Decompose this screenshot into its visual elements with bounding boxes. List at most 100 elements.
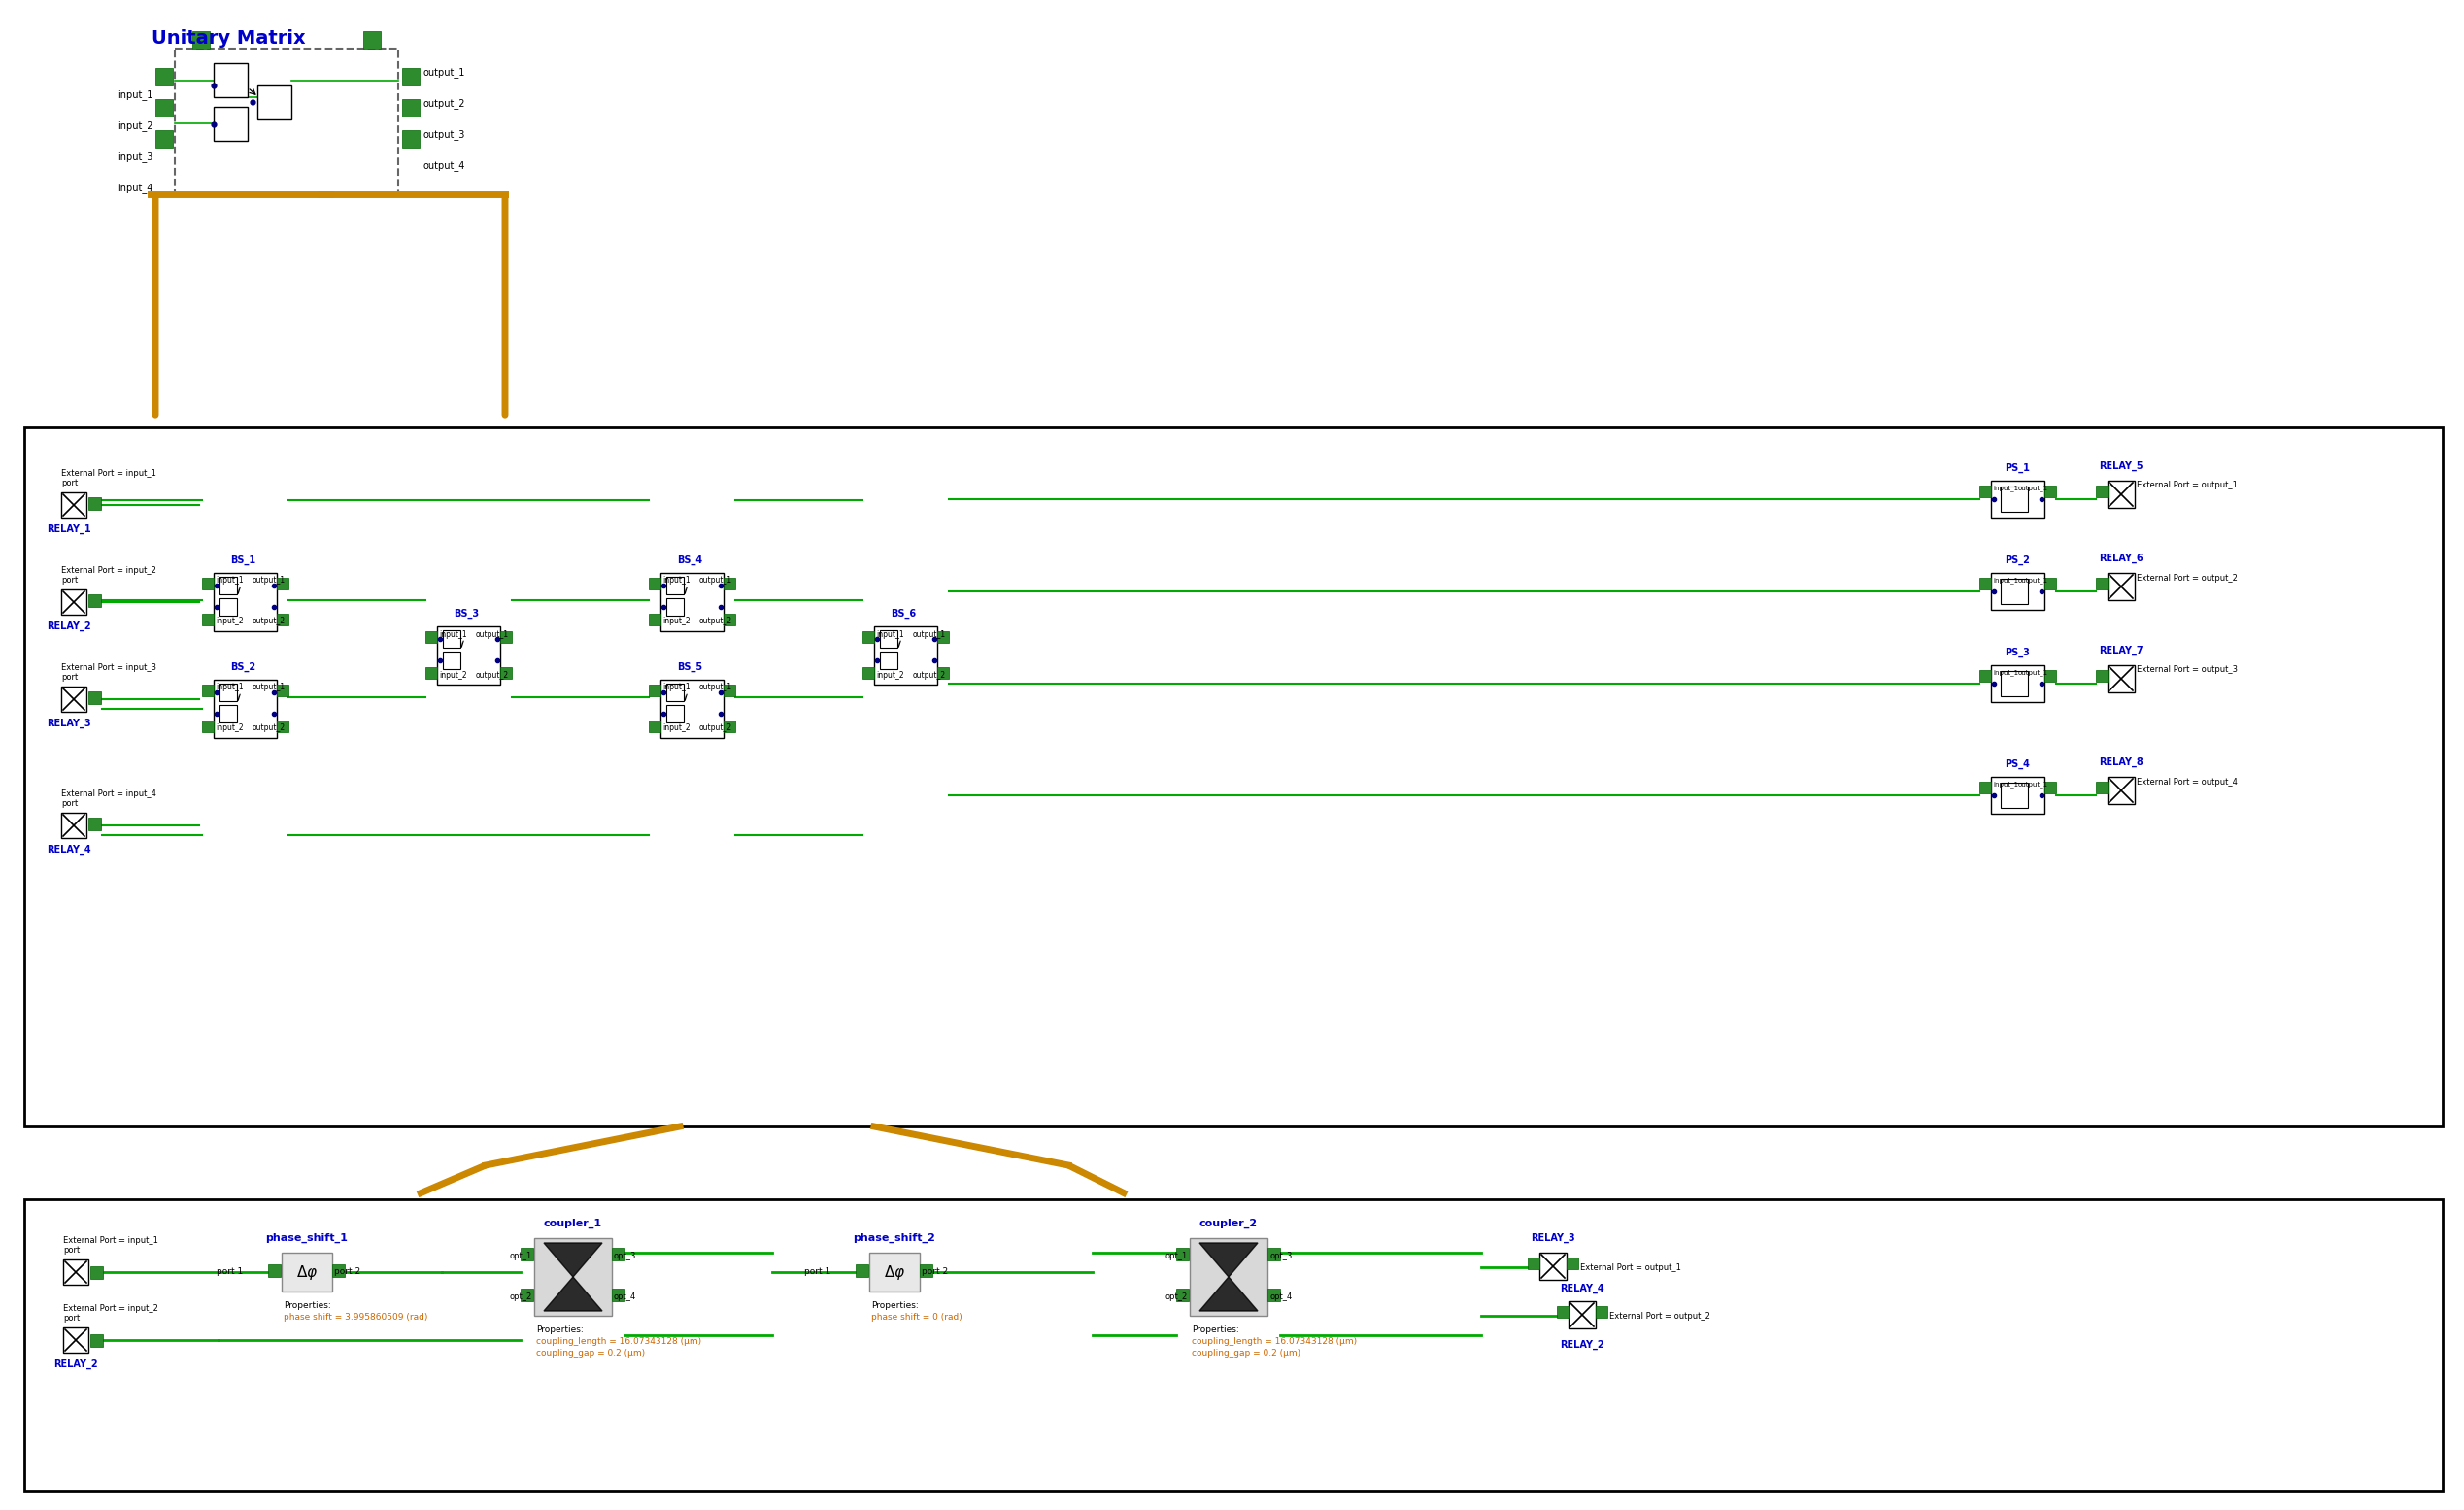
FancyBboxPatch shape — [2001, 670, 2028, 696]
Text: Unitary Matrix: Unitary Matrix — [150, 29, 306, 48]
FancyBboxPatch shape — [665, 577, 683, 595]
Text: opt_1: opt_1 — [1165, 1252, 1188, 1259]
Text: External Port = output_1: External Port = output_1 — [2136, 482, 2237, 489]
Text: coupling_length = 16.07343128 (μm): coupling_length = 16.07343128 (μm) — [1193, 1338, 1358, 1345]
FancyBboxPatch shape — [1991, 666, 2045, 702]
Text: phase_shift_2: phase_shift_2 — [853, 1234, 936, 1243]
Text: output_2: output_2 — [700, 723, 732, 732]
FancyBboxPatch shape — [665, 598, 683, 616]
FancyBboxPatch shape — [62, 492, 86, 518]
Text: input_1: input_1 — [663, 577, 690, 584]
Text: Properties:: Properties: — [283, 1302, 330, 1311]
FancyBboxPatch shape — [870, 1253, 919, 1291]
Text: input_2: input_2 — [663, 618, 690, 625]
Bar — [202, 684, 214, 696]
Text: output_1: output_1 — [2018, 577, 2048, 584]
Text: RELAY_1: RELAY_1 — [47, 524, 91, 535]
Polygon shape — [1200, 1243, 1257, 1277]
Text: coupling_gap = 0.2 (μm): coupling_gap = 0.2 (μm) — [537, 1348, 646, 1357]
Text: opt_1: opt_1 — [510, 1252, 532, 1259]
Text: $\Delta\varphi$: $\Delta\varphi$ — [296, 1262, 318, 1282]
FancyBboxPatch shape — [436, 627, 500, 684]
Text: RELAY_5: RELAY_5 — [2099, 461, 2144, 471]
Text: output_2: output_2 — [251, 618, 286, 625]
Text: coupling_gap = 0.2 (μm): coupling_gap = 0.2 (μm) — [1193, 1348, 1301, 1357]
Polygon shape — [545, 1277, 601, 1311]
Text: opt_3: opt_3 — [1269, 1252, 1291, 1259]
Text: output_2: output_2 — [914, 670, 946, 680]
Polygon shape — [1200, 1277, 1257, 1311]
Text: output_1: output_1 — [700, 577, 732, 584]
Text: External Port = output_3: External Port = output_3 — [2136, 666, 2237, 675]
FancyBboxPatch shape — [256, 86, 291, 119]
Text: output_1: output_1 — [2018, 781, 2048, 788]
FancyBboxPatch shape — [62, 812, 86, 838]
FancyBboxPatch shape — [444, 630, 461, 648]
FancyBboxPatch shape — [660, 572, 724, 631]
Text: input_2: input_2 — [217, 618, 244, 625]
Text: input_1: input_1 — [1993, 781, 2018, 788]
FancyBboxPatch shape — [214, 572, 276, 631]
Bar — [269, 1264, 281, 1277]
Bar — [2097, 782, 2107, 793]
Bar — [402, 130, 419, 148]
FancyBboxPatch shape — [219, 684, 237, 701]
Bar — [520, 1247, 532, 1261]
FancyBboxPatch shape — [25, 427, 2442, 1126]
Bar — [202, 578, 214, 589]
Bar — [648, 578, 660, 589]
Text: Properties:: Properties: — [1193, 1326, 1239, 1335]
Text: output_2: output_2 — [421, 98, 466, 109]
Bar — [1567, 1258, 1579, 1270]
Text: phase_shift_1: phase_shift_1 — [266, 1234, 347, 1243]
Text: input_1: input_1 — [439, 630, 466, 639]
Bar — [855, 1264, 867, 1277]
FancyBboxPatch shape — [25, 1199, 2442, 1490]
Text: opt_2: opt_2 — [1165, 1293, 1188, 1300]
FancyBboxPatch shape — [214, 107, 249, 140]
Text: opt_4: opt_4 — [1269, 1293, 1291, 1300]
FancyBboxPatch shape — [64, 1259, 89, 1285]
Text: Properties:: Properties: — [872, 1302, 919, 1311]
Bar — [919, 1264, 931, 1277]
Text: External Port = input_1
port: External Port = input_1 port — [64, 1235, 158, 1255]
Text: output_2: output_2 — [251, 723, 286, 732]
FancyBboxPatch shape — [1540, 1253, 1567, 1280]
Text: BS_6: BS_6 — [890, 609, 917, 619]
FancyBboxPatch shape — [880, 652, 897, 669]
FancyBboxPatch shape — [2001, 782, 2028, 808]
Text: BS_1: BS_1 — [229, 556, 256, 565]
Text: port 2: port 2 — [922, 1268, 949, 1276]
Bar — [155, 130, 172, 148]
Text: RELAY_6: RELAY_6 — [2099, 553, 2144, 563]
Text: input_2: input_2 — [877, 670, 904, 680]
Bar — [276, 613, 288, 625]
Bar — [1979, 578, 1991, 589]
FancyBboxPatch shape — [219, 577, 237, 595]
Text: input_2: input_2 — [663, 723, 690, 732]
Text: input_2: input_2 — [439, 670, 466, 680]
FancyBboxPatch shape — [1991, 776, 2045, 814]
Text: RELAY_2: RELAY_2 — [54, 1359, 99, 1370]
Text: BS_3: BS_3 — [453, 609, 478, 619]
Polygon shape — [545, 1243, 601, 1277]
Bar — [276, 578, 288, 589]
Text: BS_2: BS_2 — [229, 661, 256, 672]
Bar — [202, 720, 214, 732]
Bar — [1175, 1247, 1188, 1261]
Text: coupler_1: coupler_1 — [545, 1219, 601, 1229]
Text: PS_2: PS_2 — [2006, 556, 2030, 565]
Text: PS_4: PS_4 — [2006, 760, 2030, 769]
FancyBboxPatch shape — [665, 684, 683, 701]
Text: output_1: output_1 — [2018, 669, 2048, 676]
Text: External Port = input_2
port: External Port = input_2 port — [64, 1303, 158, 1323]
Text: output_4: output_4 — [421, 160, 466, 171]
Bar — [155, 68, 172, 86]
Text: input_4: input_4 — [118, 183, 153, 193]
Text: output_1: output_1 — [251, 683, 286, 692]
Bar — [91, 1267, 103, 1279]
Bar — [2045, 486, 2055, 497]
Bar — [862, 667, 875, 680]
Bar — [91, 1335, 103, 1347]
FancyBboxPatch shape — [2001, 578, 2028, 604]
